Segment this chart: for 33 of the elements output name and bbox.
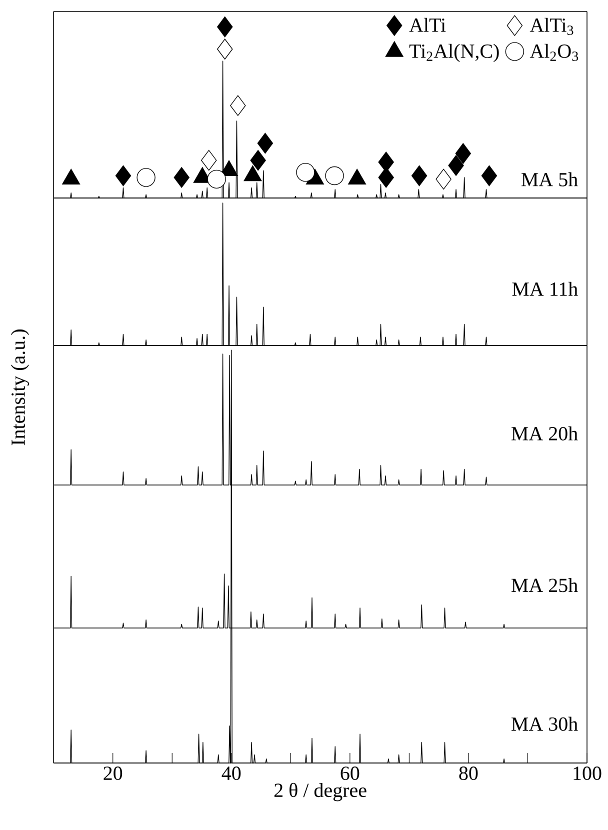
legend-label: Al$_{2}$O$_{3}$ bbox=[530, 44, 578, 61]
point bbox=[325, 166, 344, 186]
point bbox=[217, 16, 233, 38]
legend-label: AlTi$_{3}$ bbox=[530, 18, 574, 35]
legend-label: Ti$_{2}$Al(N,C) bbox=[409, 44, 499, 62]
point bbox=[455, 143, 471, 164]
point bbox=[230, 95, 246, 116]
point bbox=[448, 155, 464, 176]
series-label: MA 30h bbox=[511, 716, 578, 731]
point bbox=[411, 165, 428, 186]
point bbox=[174, 167, 190, 188]
point bbox=[201, 150, 217, 171]
point bbox=[217, 38, 233, 60]
text: MA 20h bbox=[511, 426, 578, 440]
series-label: MA 25h bbox=[511, 578, 578, 592]
point bbox=[257, 132, 274, 154]
text: MA 11h bbox=[512, 282, 578, 296]
x-tick-label: 100 bbox=[574, 766, 602, 780]
point bbox=[296, 162, 315, 182]
series-label: MA 5h bbox=[521, 172, 578, 186]
point bbox=[436, 168, 452, 190]
x-tick-label: 60 bbox=[340, 766, 360, 780]
legend-label: AlTi bbox=[409, 18, 446, 32]
point bbox=[115, 165, 132, 186]
point bbox=[136, 168, 156, 187]
x-axis-title: 2 θ / degree bbox=[274, 782, 366, 802]
x-tick-label: 20 bbox=[104, 766, 122, 780]
point bbox=[250, 150, 266, 171]
point bbox=[207, 170, 226, 189]
x-tick-label: 80 bbox=[459, 766, 478, 780]
point bbox=[481, 165, 498, 186]
x-tick-label: 40 bbox=[222, 766, 241, 780]
y-axis-title: Intensity (a.u.) bbox=[10, 330, 30, 446]
